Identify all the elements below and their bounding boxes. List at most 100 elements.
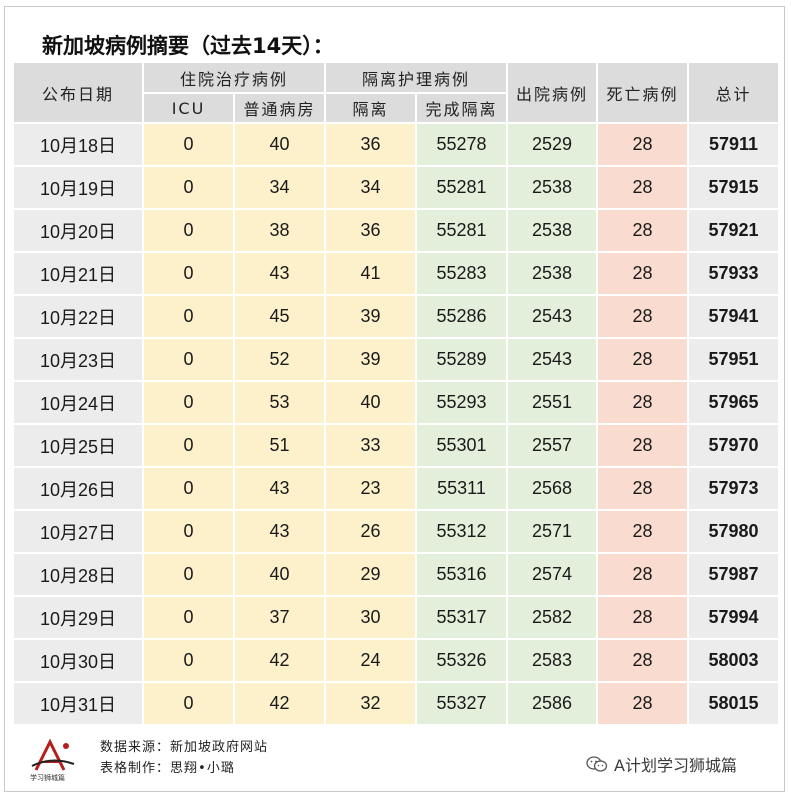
cell-date: 10月27日 [14, 510, 144, 554]
cell-isolation: 39 [325, 295, 417, 339]
cell-completed: 55283 [416, 252, 508, 296]
author-note: 表格制作：思翔•小璐 [100, 761, 235, 776]
table-row: 10月19日 0 34 34 55281 2538 28 57915 [14, 166, 780, 210]
cell-total: 57921 [688, 209, 780, 253]
cell-icu: 0 [143, 682, 235, 726]
cell-ward: 34 [234, 166, 326, 210]
cell-deaths: 28 [597, 510, 689, 554]
cell-ward: 51 [234, 424, 326, 468]
cell-date: 10月26日 [14, 467, 144, 511]
cell-icu: 0 [143, 166, 235, 210]
cell-ward: 52 [234, 338, 326, 382]
cell-total: 57973 [688, 467, 780, 511]
cell-deaths: 28 [597, 682, 689, 726]
cell-icu: 0 [143, 295, 235, 339]
cell-deaths: 28 [597, 553, 689, 597]
table-row: 10月27日 0 43 26 55312 2571 28 57980 [14, 510, 780, 554]
cell-date: 10月29日 [14, 596, 144, 640]
cell-date: 10月31日 [14, 682, 144, 726]
cell-discharged: 2586 [507, 682, 598, 726]
cell-icu: 0 [143, 338, 235, 382]
cell-ward: 42 [234, 682, 326, 726]
logo-icon: 学习狮城篇 [30, 738, 75, 782]
cell-total: 57941 [688, 295, 780, 339]
cell-deaths: 28 [597, 467, 689, 511]
table-row: 10月25日 0 51 33 55301 2557 28 57970 [14, 424, 780, 468]
cell-date: 10月30日 [14, 639, 144, 683]
cell-total: 57965 [688, 381, 780, 425]
cell-isolation: 30 [325, 596, 417, 640]
cell-completed: 55316 [416, 553, 508, 597]
wechat-watermark: A计划学习狮城篇 [586, 753, 737, 775]
wechat-icon [586, 756, 608, 772]
cell-ward: 40 [234, 123, 326, 167]
case-summary-table: 公布日期 住院治疗病例 隔离护理病例 出院病例 死亡病例 总计 ICU 普通病房… [14, 63, 780, 726]
cell-discharged: 2582 [507, 596, 598, 640]
table-row: 10月23日 0 52 39 55289 2543 28 57951 [14, 338, 780, 382]
cell-icu: 0 [143, 209, 235, 253]
cell-ward: 43 [234, 510, 326, 554]
cell-discharged: 2557 [507, 424, 598, 468]
cell-discharged: 2574 [507, 553, 598, 597]
cell-date: 10月28日 [14, 553, 144, 597]
cell-date: 10月23日 [14, 338, 144, 382]
cell-completed: 55293 [416, 381, 508, 425]
cell-icu: 0 [143, 510, 235, 554]
cell-date: 10月22日 [14, 295, 144, 339]
cell-ward: 53 [234, 381, 326, 425]
cell-ward: 45 [234, 295, 326, 339]
cell-deaths: 28 [597, 209, 689, 253]
header-completed: 完成隔离 [416, 93, 508, 124]
header-discharged: 出院病例 [507, 63, 598, 124]
cell-date: 10月21日 [14, 252, 144, 296]
cell-total: 57994 [688, 596, 780, 640]
cell-deaths: 28 [597, 295, 689, 339]
cell-discharged: 2538 [507, 209, 598, 253]
cell-total: 57970 [688, 424, 780, 468]
cell-discharged: 2551 [507, 381, 598, 425]
table-body: 10月18日 0 40 36 55278 2529 28 57911 10月19日 0 34 34 55… [14, 123, 780, 726]
cell-ward: 40 [234, 553, 326, 597]
table-row: 10月29日 0 37 30 55317 2582 28 57994 [14, 596, 780, 640]
cell-isolation: 41 [325, 252, 417, 296]
cell-deaths: 28 [597, 166, 689, 210]
cell-date: 10月25日 [14, 424, 144, 468]
cell-isolation: 26 [325, 510, 417, 554]
table-row: 10月20日 0 38 36 55281 2538 28 57921 [14, 209, 780, 253]
header-hospital: 住院治疗病例 [143, 63, 326, 94]
cell-completed: 55281 [416, 166, 508, 210]
cell-completed: 55301 [416, 424, 508, 468]
cell-icu: 0 [143, 596, 235, 640]
wechat-label: A计划学习狮城篇 [614, 756, 737, 775]
cell-ward: 43 [234, 467, 326, 511]
header-icu: ICU [143, 93, 235, 124]
table-row: 10月28日 0 40 29 55316 2574 28 57987 [14, 553, 780, 597]
cell-total: 57980 [688, 510, 780, 554]
cell-total: 57911 [688, 123, 780, 167]
table-row: 10月24日 0 53 40 55293 2551 28 57965 [14, 381, 780, 425]
cell-ward: 38 [234, 209, 326, 253]
cell-discharged: 2543 [507, 338, 598, 382]
cell-ward: 42 [234, 639, 326, 683]
cell-completed: 55326 [416, 639, 508, 683]
cell-icu: 0 [143, 381, 235, 425]
table-row: 10月22日 0 45 39 55286 2543 28 57941 [14, 295, 780, 339]
cell-discharged: 2568 [507, 467, 598, 511]
header-total: 总计 [688, 63, 780, 124]
cell-completed: 55289 [416, 338, 508, 382]
cell-discharged: 2583 [507, 639, 598, 683]
cell-isolation: 39 [325, 338, 417, 382]
cell-deaths: 28 [597, 424, 689, 468]
header-date: 公布日期 [14, 63, 144, 124]
table-row: 10月31日 0 42 32 55327 2586 28 58015 [14, 682, 780, 726]
header-ward: 普通病房 [234, 93, 326, 124]
header-isolation: 隔离 [325, 93, 417, 124]
cell-ward: 37 [234, 596, 326, 640]
cell-completed: 55317 [416, 596, 508, 640]
cell-icu: 0 [143, 424, 235, 468]
table-row: 10月26日 0 43 23 55311 2568 28 57973 [14, 467, 780, 511]
cell-icu: 0 [143, 639, 235, 683]
cell-isolation: 33 [325, 424, 417, 468]
cell-completed: 55312 [416, 510, 508, 554]
cell-icu: 0 [143, 467, 235, 511]
